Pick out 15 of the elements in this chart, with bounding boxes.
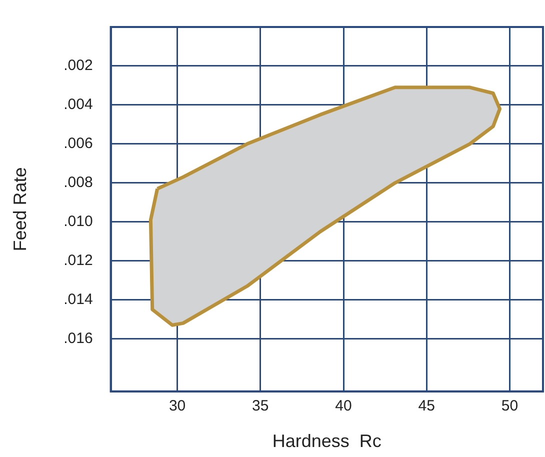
y-tick-label: .014 (64, 290, 93, 308)
y-tick-label: .002 (64, 57, 93, 74)
y-tick-label: .012 (64, 252, 93, 269)
x-tick-label: 35 (252, 398, 269, 415)
x-tick-label: 40 (335, 398, 352, 415)
y-axis-title: Feed Rate (10, 167, 30, 252)
y-tick-label: .010 (64, 213, 93, 230)
x-tick-label: 50 (501, 398, 518, 415)
x-tick-label: 45 (418, 398, 435, 415)
x-tick-label: 30 (168, 398, 186, 415)
y-tick-label: .016 (64, 330, 93, 347)
y-tick-label: .008 (64, 174, 93, 192)
x-axis-title: Hardness Rc (272, 431, 382, 452)
y-tick-label: .004 (64, 96, 93, 114)
y-tick-label: .006 (64, 135, 93, 152)
